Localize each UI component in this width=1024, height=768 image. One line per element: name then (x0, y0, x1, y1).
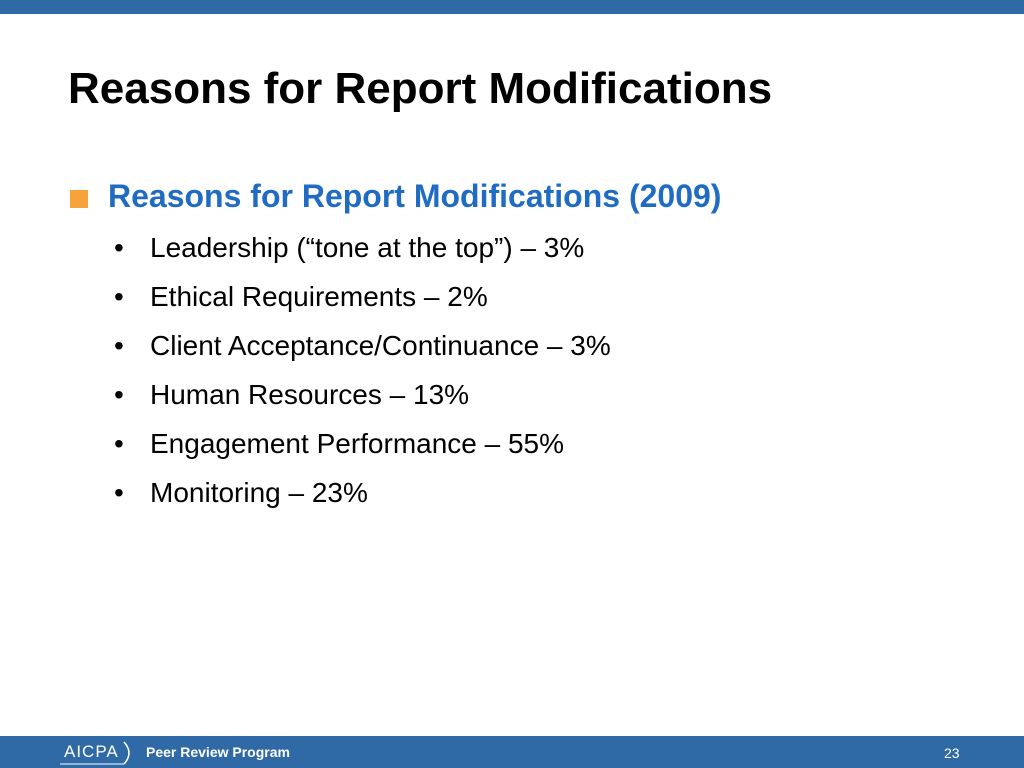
page-number: 23 (944, 745, 960, 761)
item-text: Leadership (“tone at the top”) – 3% (150, 232, 585, 263)
item-text: Client Acceptance/Continuance – 3% (150, 330, 611, 361)
section-heading: Reasons for Report Modifications (2009) (108, 178, 722, 214)
logo-arc (60, 741, 130, 765)
bullet-square (70, 190, 88, 208)
item-text: Human Resources – 13% (150, 379, 470, 410)
program-name: Peer Review Program (146, 744, 290, 760)
bullet: • (114, 477, 124, 508)
footer: AICPA Peer Review Program 23 (0, 736, 1024, 768)
bullet: • (114, 330, 124, 361)
slide-title: Reasons for Report Modifications (68, 64, 773, 113)
item-text: Monitoring – 23% (150, 477, 368, 508)
item-text: Engagement Performance – 55% (150, 428, 565, 459)
item-text: Ethical Requirements – 2% (150, 281, 488, 312)
top-bar (0, 0, 1024, 14)
bullet: • (114, 232, 124, 263)
bullet: • (114, 379, 124, 410)
bullet: • (114, 281, 124, 312)
logo: AICPA (64, 742, 119, 761)
bullet: • (114, 428, 124, 459)
